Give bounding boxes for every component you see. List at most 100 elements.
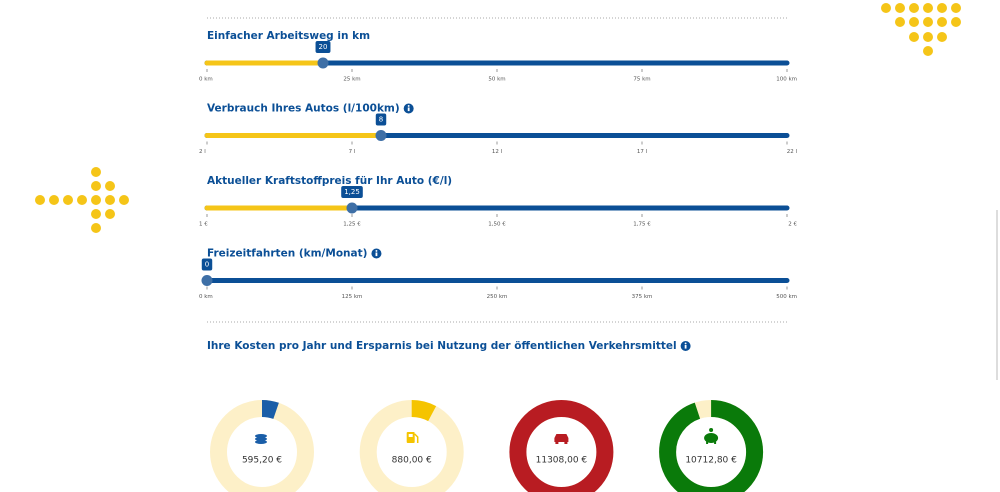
slider-thumb[interactable] <box>375 130 387 141</box>
slider-value-bubble <box>315 41 331 53</box>
slider-tick-label: 250 km <box>487 294 508 300</box>
slider-tick-label: 2 € <box>788 222 797 228</box>
deco-dot <box>951 17 961 27</box>
slider-value-bubble <box>341 186 363 198</box>
donut: 595,20 € <box>210 400 314 492</box>
deco-dot <box>91 181 101 191</box>
deco-dot <box>909 3 919 13</box>
slider-tick-label: 125 km <box>342 294 363 300</box>
slider-tick-label: 100 km <box>776 77 797 83</box>
icon-coin <box>255 434 267 438</box>
deco-dot <box>937 3 947 13</box>
donut-amount: 11308,00 € <box>536 456 588 466</box>
info-icon-stem <box>684 345 687 349</box>
icon-car-wheel <box>555 442 559 444</box>
slider-tick-label: 1,75 € <box>633 222 651 228</box>
icon-piggy-leg <box>714 441 717 444</box>
slider-tick-label: 500 km <box>776 294 797 300</box>
slider-tick-label: 0 km <box>199 77 213 83</box>
donut-amount: 10712,80 € <box>685 456 737 466</box>
donut-track <box>359 400 464 492</box>
slider-title: Aktueller Kraftstoffpreis für Ihr Auto (… <box>207 175 452 187</box>
slider-thumb[interactable] <box>201 275 213 286</box>
icon-coin <box>255 440 267 444</box>
deco-dot <box>951 3 961 13</box>
deco-dot <box>91 167 101 177</box>
info-icon-dot <box>407 104 410 107</box>
results-title: Ihre Kosten pro Jahr und Ersparnis bei N… <box>207 340 677 352</box>
slider-title: Einfacher Arbeitsweg in km <box>207 30 370 42</box>
slider-value-bubble <box>375 113 387 126</box>
donut-arc <box>509 400 614 492</box>
deco-dot <box>35 195 45 205</box>
deco-dot <box>49 195 59 205</box>
slider-value: 0 <box>205 261 209 269</box>
deco-dot <box>105 195 115 205</box>
icon-piggy <box>704 433 719 443</box>
icon-pump-window <box>408 434 413 437</box>
icon-pump <box>406 432 415 443</box>
slider-tick-label: 25 km <box>343 77 360 83</box>
slider-title: Freizeitfahrten (km/Monat) <box>207 248 367 260</box>
deco-dot <box>923 3 933 13</box>
donut: 10712,80 € <box>659 400 764 492</box>
donut: 880,00 € <box>359 400 464 492</box>
scrollbar[interactable] <box>996 210 998 380</box>
slider-value-bubble <box>201 258 213 271</box>
deco-dot <box>923 32 933 42</box>
info-icon-dot <box>375 249 378 252</box>
donut-arc <box>659 400 764 492</box>
deco-dot <box>105 181 115 191</box>
slider-tick-label: 50 km <box>488 77 505 83</box>
icon-car <box>554 434 569 442</box>
slider-tick-label: 1,25 € <box>343 222 361 228</box>
icon-piggy-leg <box>706 441 709 444</box>
info-icon-stem <box>407 107 410 112</box>
deco-dot <box>77 195 87 205</box>
deco-dot <box>895 17 905 27</box>
slider-tick-label: 0 km <box>199 294 213 300</box>
deco-dot <box>937 17 947 27</box>
slider-tick-label: 1,50 € <box>488 222 506 228</box>
deco-dot <box>909 17 919 27</box>
slider-tick-label: 22 l <box>787 149 798 155</box>
donut-arc <box>210 400 314 492</box>
icon-pump-hose <box>414 433 419 443</box>
deco-dot <box>63 195 73 205</box>
icon-coin <box>255 437 267 441</box>
deco-dot <box>909 32 919 42</box>
slider-thumb[interactable] <box>317 57 329 69</box>
donut-amount: 595,20 € <box>242 456 282 466</box>
deco-dot <box>91 223 101 233</box>
deco-dot <box>91 195 101 205</box>
slider-value: 1,25 <box>344 188 360 196</box>
icon-car-wheel <box>564 442 568 444</box>
icon-coin <box>709 428 714 432</box>
deco-dot <box>881 3 891 13</box>
slider-tick-label: 375 km <box>632 294 653 300</box>
deco-dot <box>937 32 947 42</box>
deco-dot <box>91 209 101 219</box>
decoration <box>35 3 961 233</box>
deco-dot <box>119 195 129 205</box>
slider-thumb[interactable] <box>346 202 358 214</box>
slider-value: 8 <box>379 116 383 124</box>
slider-tick-label: 17 l <box>637 149 648 155</box>
donut-arc <box>359 400 464 492</box>
slider-tick-label: 12 l <box>492 149 503 155</box>
slider-tick-label: 1 € <box>199 222 208 228</box>
donut: 11308,00 € <box>509 400 614 492</box>
info-icon-stem <box>375 252 378 257</box>
slider-tick-label: 75 km <box>633 77 650 83</box>
slider-tick-label: 2 l <box>199 149 206 155</box>
deco-dot <box>105 209 115 219</box>
deco-dot <box>923 17 933 27</box>
info-icon-dot <box>684 342 687 345</box>
donut-track <box>210 400 314 492</box>
slider-tick-label: 7 l <box>349 149 356 155</box>
donut-amount: 880,00 € <box>392 456 432 466</box>
deco-dot <box>895 3 905 13</box>
slider-value: 20 <box>319 43 328 51</box>
